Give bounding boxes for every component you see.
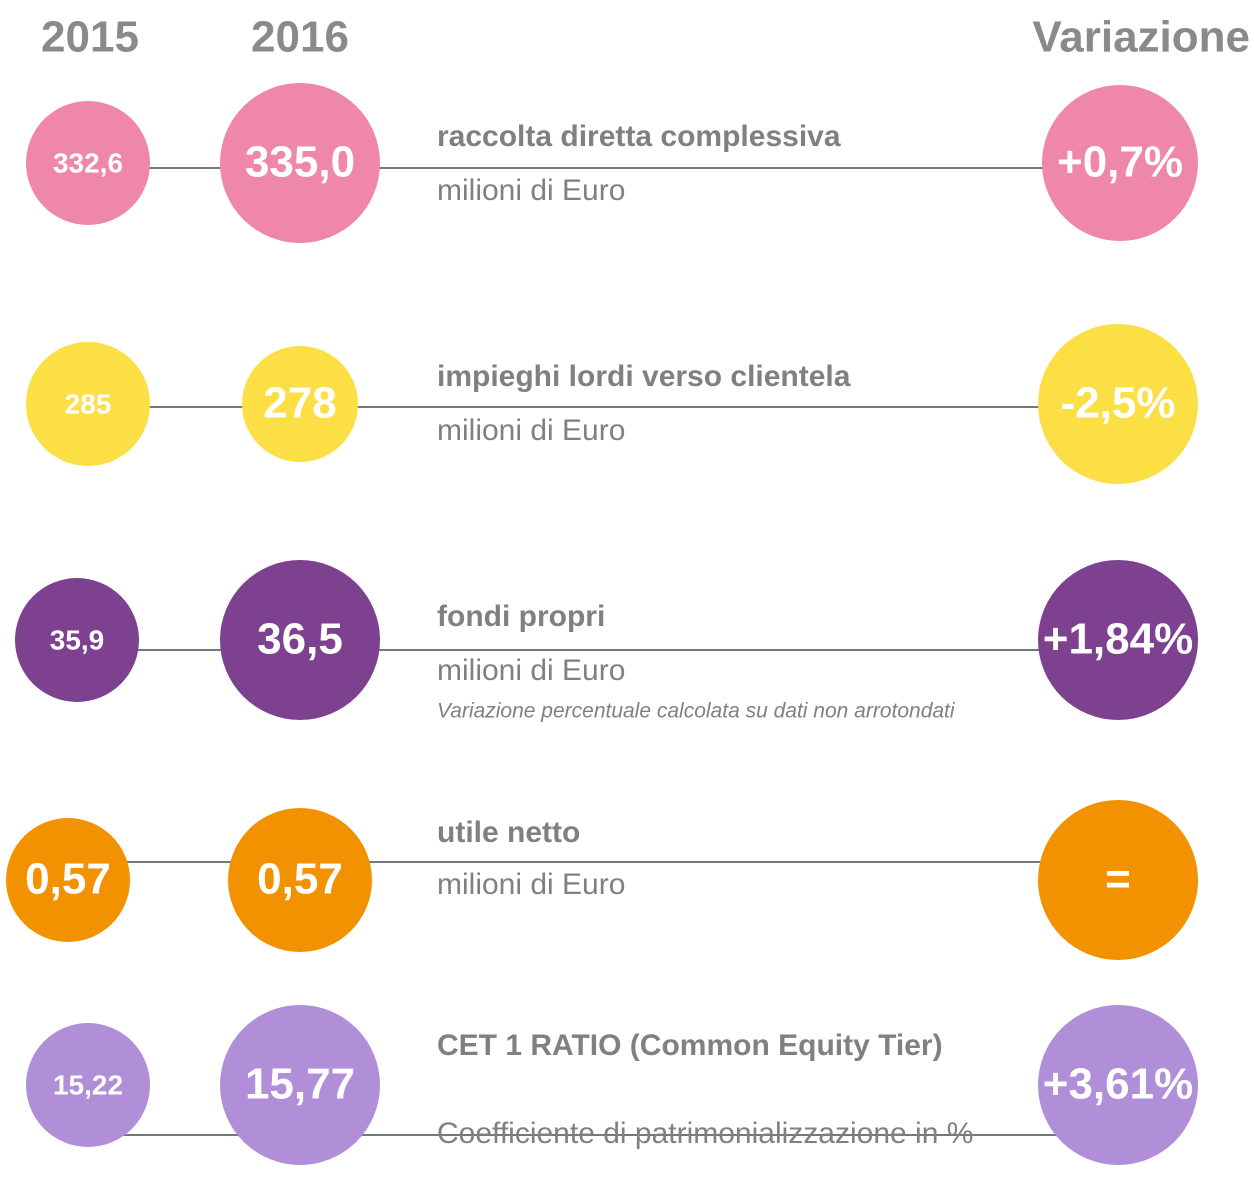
value-2016: 15,77 xyxy=(245,1060,355,1109)
row-title: CET 1 RATIO (Common Equity Tier) xyxy=(437,1029,943,1062)
circle-2016 xyxy=(242,346,358,462)
value-2015: 15,22 xyxy=(53,1069,123,1100)
circle-change xyxy=(1038,800,1198,960)
value-2016: 335,0 xyxy=(245,138,355,187)
circle-2016 xyxy=(220,83,380,243)
circle-change xyxy=(1038,324,1198,484)
row-subtitle: milioni di Euro xyxy=(437,414,625,447)
row-subtitle: milioni di Euro xyxy=(437,174,625,207)
circle-2015 xyxy=(15,578,139,702)
circle-change xyxy=(1038,560,1198,720)
value-2015: 332,6 xyxy=(53,147,123,178)
header-year: 2016 xyxy=(251,13,349,62)
value-change: +0,7% xyxy=(1057,138,1183,187)
row-title: impieghi lordi verso clientela xyxy=(437,360,851,393)
value-2016: 278 xyxy=(263,379,336,428)
value-change: = xyxy=(1105,855,1131,904)
value-change: -2,5% xyxy=(1061,379,1176,428)
circle-2015 xyxy=(26,101,150,225)
header-year: 2015 xyxy=(41,13,139,62)
circle-change xyxy=(1042,85,1198,241)
circle-2015 xyxy=(6,818,130,942)
value-change: +1,84% xyxy=(1043,615,1193,664)
value-2016: 0,57 xyxy=(257,855,343,904)
circle-change xyxy=(1038,1005,1198,1165)
circle-2015 xyxy=(26,342,150,466)
value-change: +3,61% xyxy=(1043,1060,1193,1109)
row-title: utile netto xyxy=(437,816,580,849)
circle-2016 xyxy=(228,808,372,952)
value-2015: 0,57 xyxy=(25,855,111,904)
row-title: raccolta diretta complessiva xyxy=(437,120,841,153)
value-2015: 35,9 xyxy=(50,624,105,655)
value-2015: 285 xyxy=(65,388,112,419)
circle-2016 xyxy=(220,1005,380,1165)
circle-2016 xyxy=(220,560,380,720)
row-subtitle: milioni di Euro xyxy=(437,868,625,901)
row-subtitle: Coefficiente di patrimonializzazione in … xyxy=(437,1117,973,1150)
circle-2015 xyxy=(26,1023,150,1147)
row-title: fondi propri xyxy=(437,600,605,633)
header-change: Variazione xyxy=(1032,13,1250,62)
row-subtitle: milioni di Euro xyxy=(437,654,625,687)
row-note: Variazione percentuale calcolata su dati… xyxy=(437,700,956,723)
value-2016: 36,5 xyxy=(257,615,343,664)
